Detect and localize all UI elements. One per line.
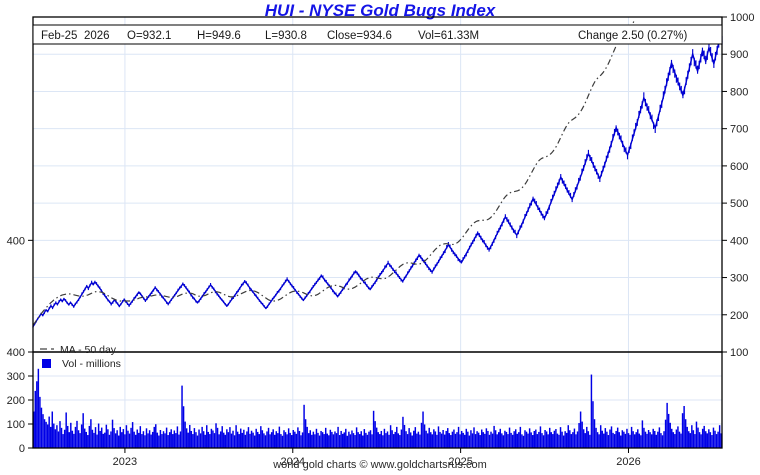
axis-tick-labels: 100 200 300 400 500 600 700 800 900 1000 400 0 100 20… [7, 12, 755, 455]
volume-tick-label: 200 [7, 395, 25, 407]
volume-tick-label: 400 [7, 347, 25, 359]
price-tick-label: 1000 [730, 12, 754, 24]
price-tick-label: 600 [730, 161, 748, 173]
info-low: L=930.8 [265, 30, 307, 42]
price-tick-label: 200 [730, 310, 748, 322]
year-tick-label: 2024 [281, 456, 305, 468]
year-tick-label: 2023 [113, 456, 137, 468]
plot-frames [32, 16, 723, 449]
vol-legend-swatch-icon [42, 359, 51, 368]
info-year: 2026 [84, 30, 110, 42]
price-tick-label: 100 [730, 347, 748, 359]
volume-tick-label: 300 [7, 371, 25, 383]
legend-vol-label: Vol - millions [62, 358, 121, 370]
price-tick-label: 900 [730, 49, 748, 61]
gridlines-group [28, 16, 727, 453]
x-axis-year-labels: 2023 2024 2025 2026 [113, 456, 641, 468]
price-tick-label: 800 [730, 86, 748, 98]
volume-bars [33, 368, 722, 448]
info-open: O=932.1 [127, 30, 171, 42]
ma-line [32, 18, 636, 326]
volume-tick-label: 100 [7, 419, 25, 431]
info-volume: Vol=61.33M [418, 30, 479, 42]
footer-credit: world gold charts © www.goldchartsrus.co… [273, 459, 487, 471]
info-change: Change 2.50 (0.27%) [578, 30, 687, 42]
info-date: Feb-25 [41, 30, 77, 42]
price-tick-label: 700 [730, 124, 748, 136]
info-close: Close=934.6 [327, 30, 392, 42]
year-tick-label: 2025 [448, 456, 472, 468]
info-high: H=949.6 [197, 30, 241, 42]
legend-ma-label: MA - 50 day [60, 344, 117, 356]
page-title: HUI - NYSE Gold Bugs Index [264, 1, 496, 20]
price-tick-label: 500 [730, 198, 748, 210]
quote-info-bar: Feb-25 2026 O=932.1 H=949.6 L=930.8 Clos… [32, 24, 723, 45]
price-tick-label: 400 [730, 235, 748, 247]
price-line [32, 32, 723, 329]
year-tick-label: 2026 [616, 456, 640, 468]
price-tick-label: 300 [730, 273, 748, 285]
volume-tick-label: 0 [19, 443, 25, 455]
chart-legend: MA - 50 day Vol - millions [40, 344, 121, 370]
price-left-tick-label: 400 [7, 235, 25, 247]
